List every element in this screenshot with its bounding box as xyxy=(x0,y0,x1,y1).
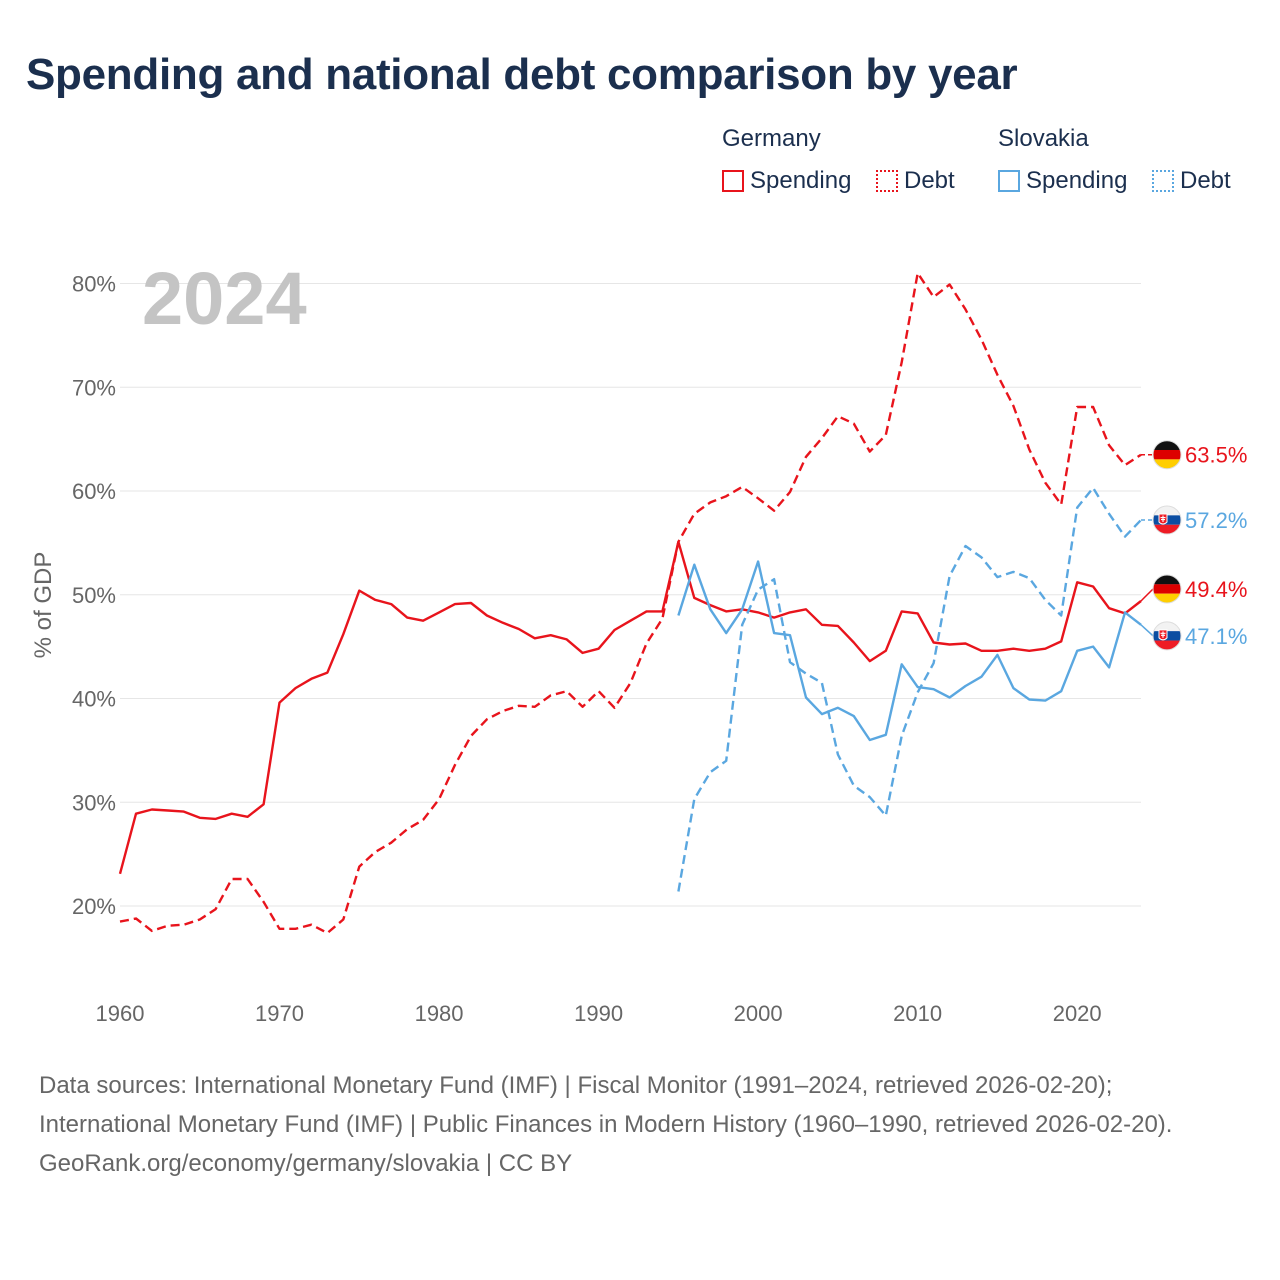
axes: 20% 30% 40% 50% 60% 70% 80% 1960 1970 1980 1990 200… xyxy=(72,272,1102,1027)
legend-slovakia-debt[interactable]: Debt xyxy=(1152,167,1231,195)
flag-cross xyxy=(1160,515,1166,523)
flag-stripe-white xyxy=(1153,506,1181,516)
flag-stripe-red xyxy=(1153,584,1181,594)
flag-stripe-white xyxy=(1153,621,1181,632)
chart-title: Spending and national debt comparison by… xyxy=(26,50,1018,99)
y-tick-label: 20% xyxy=(72,894,116,919)
end-connector xyxy=(1140,588,1154,602)
y-tick-label: 40% xyxy=(72,687,116,712)
legend-label: Spending xyxy=(1026,167,1128,194)
x-tick-label: 1990 xyxy=(574,1001,623,1026)
y-axis-label: % of GDP xyxy=(30,552,57,659)
series-lines xyxy=(118,271,1142,935)
data-sources: Data sources: International Monetary Fun… xyxy=(39,1072,1173,1138)
end-value-label: 49.4% xyxy=(1185,577,1247,602)
x-tick-label: 2000 xyxy=(734,1001,783,1026)
x-tick-label: 1980 xyxy=(415,1001,464,1026)
flag-stripe-black xyxy=(1153,574,1181,585)
legend-solid-swatch xyxy=(722,170,744,192)
legend-label: Spending xyxy=(750,167,852,194)
x-tick-label: 1960 xyxy=(96,1001,145,1026)
y-tick-label: 50% xyxy=(72,583,116,608)
line-chart: 20% 30% 40% 50% 60% 70% 80% 1960 1970 1980 1990 200… xyxy=(30,257,1247,1027)
flag-stripes xyxy=(1153,621,1181,650)
flag-ring xyxy=(1152,621,1182,651)
legend-solid-swatch xyxy=(998,170,1020,192)
end-connector xyxy=(1140,624,1154,637)
flag-stripes xyxy=(1153,440,1181,469)
series-slovakia-spending xyxy=(677,560,1142,742)
flag-stripe-red xyxy=(1153,524,1181,535)
germany-flag-icon xyxy=(1152,574,1182,604)
credit-link[interactable]: GeoRank.org/economy/germany/slovakia | C… xyxy=(39,1150,573,1177)
end-value-label: 63.5% xyxy=(1185,443,1247,468)
germany-flag-icon xyxy=(1152,440,1182,470)
slovakia-flag-icon xyxy=(1152,621,1182,651)
series-germany-debt xyxy=(119,271,1142,935)
flag-stripes xyxy=(1153,506,1181,535)
x-tick-label: 1970 xyxy=(255,1001,304,1026)
legend-group-germany: Germany xyxy=(722,125,821,152)
legend-dotted-swatch xyxy=(1152,170,1174,192)
legend-germany-debt[interactable]: Debt xyxy=(876,167,955,195)
footer: Data sources: International Monetary Fun… xyxy=(39,1066,1239,1183)
end-value-label: 57.2% xyxy=(1185,508,1247,533)
y-tick-label: 70% xyxy=(72,375,116,400)
flag-stripe-black xyxy=(1153,440,1181,451)
y-tick-label: 80% xyxy=(72,272,116,297)
legend-group-slovakia: Slovakia xyxy=(998,125,1089,152)
end-labels: 49.4% 63.5% 47.1% 57.2% xyxy=(1140,440,1247,651)
flag-stripes xyxy=(1153,574,1181,603)
flag-stripe-gold xyxy=(1153,459,1181,469)
legend-label: Debt xyxy=(1180,167,1231,194)
end-value-label: 47.1% xyxy=(1185,624,1247,649)
legend-germany-spending[interactable]: Spending xyxy=(722,167,851,195)
year-overlay: 2024 xyxy=(142,257,307,340)
x-tick-label: 2010 xyxy=(893,1001,942,1026)
series-germany-spending xyxy=(118,540,1142,875)
slovakia-flag-icon xyxy=(1152,505,1182,535)
flag-cross xyxy=(1160,631,1166,638)
flag-stripe-gold xyxy=(1153,593,1181,603)
y-tick-label: 30% xyxy=(72,790,116,815)
legend-label: Debt xyxy=(904,167,955,194)
legend-dotted-swatch xyxy=(876,170,898,192)
flag-ring xyxy=(1152,574,1182,604)
grid-lines xyxy=(120,283,1141,907)
flag-ring xyxy=(1152,440,1182,470)
y-tick-label: 60% xyxy=(72,479,116,504)
flag-ring xyxy=(1152,505,1182,535)
flag-stripe-red xyxy=(1153,449,1181,460)
legend-slovakia-spending[interactable]: Spending xyxy=(998,167,1127,195)
x-tick-label: 2020 xyxy=(1053,1001,1102,1026)
flag-stripe-red xyxy=(1153,640,1181,650)
series-slovakia-debt xyxy=(677,486,1142,892)
